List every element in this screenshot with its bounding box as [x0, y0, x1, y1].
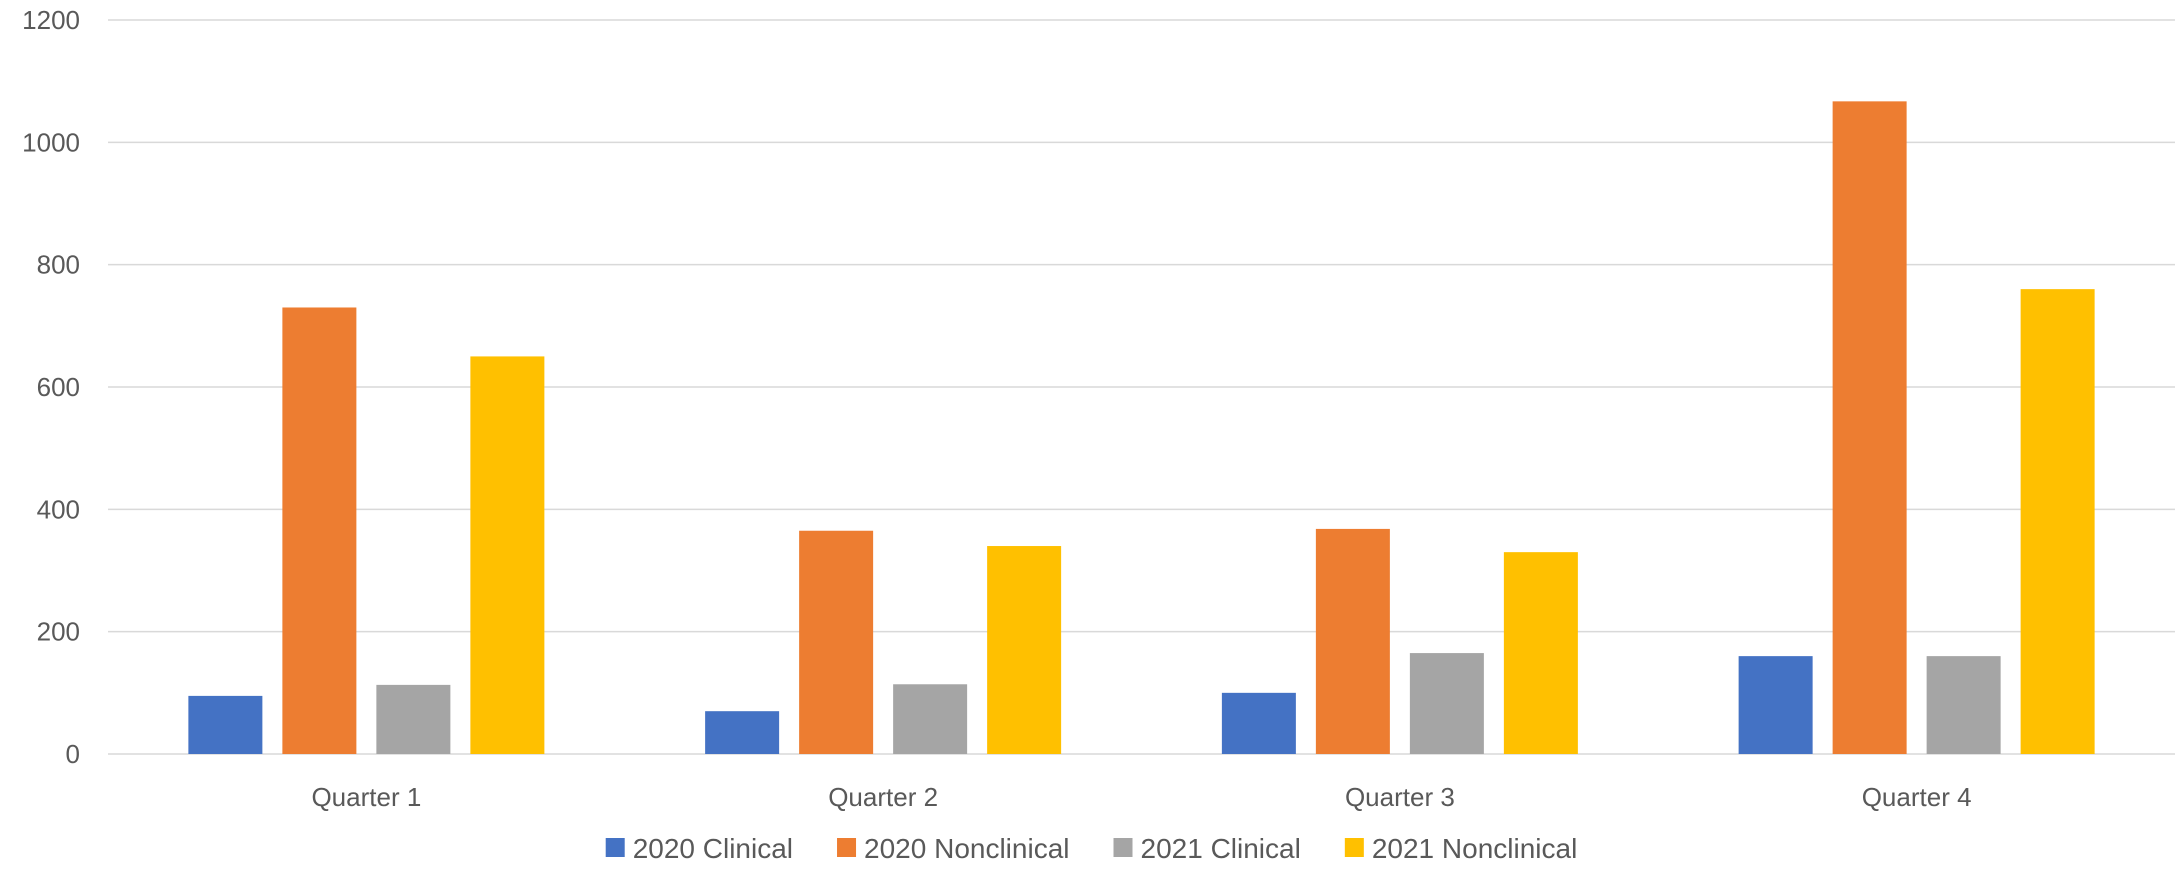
y-tick-label: 600	[37, 372, 80, 402]
legend-swatch	[1113, 838, 1133, 857]
bar-2021-nonclinical-q4	[2020, 289, 2095, 754]
bar-2021-clinical-q4	[1926, 656, 2001, 754]
y-tick-label: 1000	[22, 127, 80, 157]
legend-label: 2021 Clinical	[1141, 833, 1301, 864]
bar-2021-clinical-q3	[1409, 653, 1484, 754]
bar-2020-clinical-q1	[188, 695, 263, 754]
bar-2020-nonclinical-q3	[1315, 528, 1390, 754]
legend-swatch	[605, 838, 625, 857]
bar-2021-clinical-q1	[376, 684, 451, 754]
bar-2020-nonclinical-q4	[1832, 101, 1907, 754]
bar-2021-nonclinical-q2	[987, 546, 1062, 754]
bar-2021-nonclinical-q3	[1503, 552, 1578, 754]
bar-2020-clinical-q2	[705, 711, 780, 754]
bars	[188, 101, 2095, 754]
y-tick-label: 200	[37, 617, 80, 647]
y-tick-label: 1200	[22, 5, 80, 35]
legend-label: 2020 Nonclinical	[864, 833, 1069, 864]
bar-2020-nonclinical-q2	[799, 530, 874, 754]
x-tick-label: Quarter 2	[828, 782, 938, 812]
axes: 0 200 400 600 800 1000 1200 Quarter 1 Quarter 2 Q…	[22, 5, 1971, 812]
bar-2020-clinical-q3	[1221, 692, 1296, 754]
y-tick-label: 800	[37, 250, 80, 280]
legend-item-2021-clinical: 2021 Clinical	[1113, 833, 1301, 864]
x-tick-label: Quarter 4	[1862, 782, 1972, 812]
bar-2020-clinical-q4	[1738, 656, 1813, 754]
legend-label: 2021 Nonclinical	[1372, 833, 1577, 864]
gridlines	[108, 19, 2175, 755]
legend-item-2021-nonclinical: 2021 Nonclinical	[1344, 833, 1577, 864]
legend-swatch	[1344, 838, 1364, 857]
legend-item-2020-clinical: 2020 Clinical	[605, 833, 793, 864]
bar-2020-nonclinical-q1	[282, 307, 357, 754]
bar-2021-clinical-q2	[893, 684, 968, 754]
bar-2021-nonclinical-q1	[470, 356, 545, 754]
legend-swatch	[837, 838, 857, 857]
legend: 2020 Clinical 2020 Nonclinical 2021 Clinic…	[605, 833, 1577, 864]
legend-item-2020-nonclinical: 2020 Nonclinical	[837, 833, 1070, 864]
x-tick-label: Quarter 1	[311, 782, 421, 812]
y-tick-label: 0	[66, 739, 80, 769]
legend-label: 2020 Clinical	[633, 833, 793, 864]
y-tick-label: 400	[37, 494, 80, 524]
x-tick-label: Quarter 3	[1345, 782, 1455, 812]
